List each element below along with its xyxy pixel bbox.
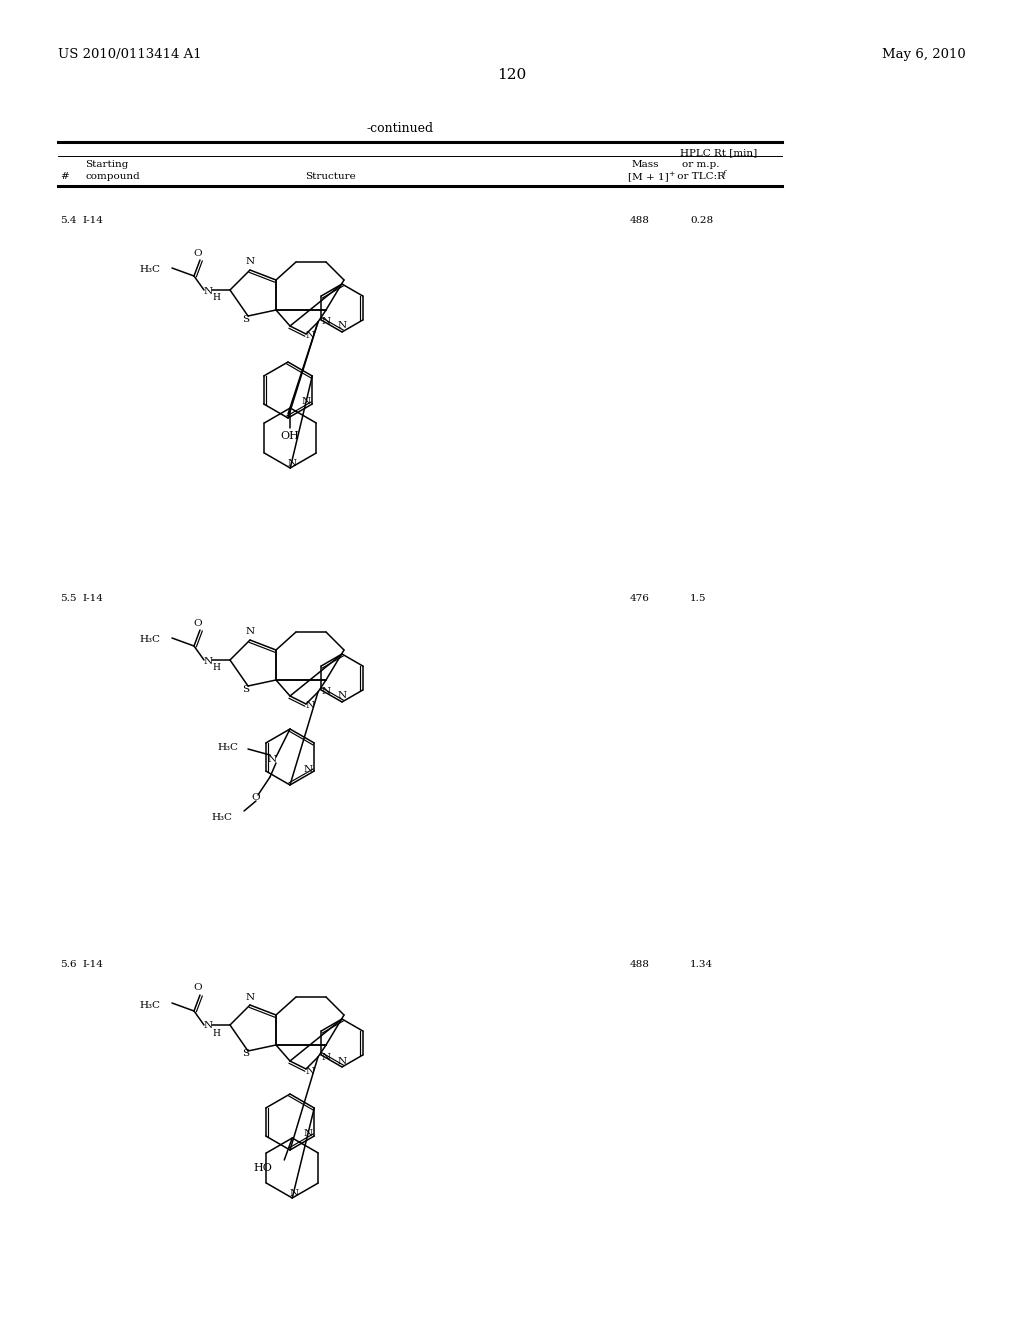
Text: 5.4: 5.4	[60, 216, 77, 224]
Text: I-14: I-14	[82, 594, 102, 603]
Text: S: S	[243, 314, 250, 323]
Text: N: N	[302, 397, 311, 407]
Text: 5.6: 5.6	[60, 960, 77, 969]
Text: N: N	[322, 688, 331, 697]
Text: US 2010/0113414 A1: US 2010/0113414 A1	[58, 48, 202, 61]
Text: Starting: Starting	[85, 160, 128, 169]
Text: HO: HO	[253, 1163, 272, 1173]
Text: N: N	[246, 627, 255, 636]
Text: compound: compound	[85, 172, 139, 181]
Text: O: O	[194, 248, 203, 257]
Text: f: f	[722, 170, 725, 178]
Text: H₃C: H₃C	[217, 742, 238, 751]
Text: N: N	[288, 459, 297, 469]
Text: N: N	[305, 701, 314, 710]
Text: or TLC:R: or TLC:R	[674, 172, 725, 181]
Text: or m.p.: or m.p.	[682, 160, 720, 169]
Text: May 6, 2010: May 6, 2010	[883, 48, 966, 61]
Text: H: H	[212, 1028, 220, 1038]
Text: I-14: I-14	[82, 960, 102, 969]
Text: H: H	[212, 293, 220, 302]
Text: N: N	[246, 993, 255, 1002]
Text: N: N	[204, 286, 213, 296]
Text: HPLC Rt [min]: HPLC Rt [min]	[680, 148, 758, 157]
Text: H: H	[212, 664, 220, 672]
Text: -continued: -continued	[367, 121, 433, 135]
Text: H₃C: H₃C	[139, 265, 160, 275]
Text: N: N	[322, 1052, 331, 1061]
Text: 120: 120	[498, 69, 526, 82]
Text: H₃C: H₃C	[139, 1001, 160, 1010]
Text: N: N	[322, 318, 331, 326]
Text: N: N	[267, 755, 276, 763]
Text: 1.34: 1.34	[690, 960, 713, 969]
Text: 0.28: 0.28	[690, 216, 713, 224]
Text: +: +	[668, 170, 675, 178]
Text: H₃C: H₃C	[139, 635, 160, 644]
Text: N: N	[338, 1056, 346, 1065]
Text: S: S	[243, 1049, 250, 1059]
Text: N: N	[290, 1189, 299, 1199]
Text: N: N	[305, 1067, 314, 1076]
Text: N: N	[305, 331, 314, 341]
Text: 488: 488	[630, 960, 650, 969]
Text: N: N	[246, 257, 255, 267]
Text: N: N	[338, 322, 346, 330]
Text: O: O	[194, 619, 203, 627]
Text: 1.5: 1.5	[690, 594, 707, 603]
Text: 488: 488	[630, 216, 650, 224]
Text: N: N	[304, 1130, 312, 1138]
Text: O: O	[194, 983, 203, 993]
Text: H₃C: H₃C	[211, 813, 232, 821]
Text: S: S	[243, 685, 250, 693]
Text: #: #	[60, 172, 69, 181]
Text: O: O	[252, 792, 260, 801]
Text: [M + 1]: [M + 1]	[628, 172, 669, 181]
Text: Mass: Mass	[632, 160, 659, 169]
Text: N: N	[204, 1022, 213, 1031]
Text: 5.5: 5.5	[60, 594, 77, 603]
Text: I-14: I-14	[82, 216, 102, 224]
Text: Structure: Structure	[304, 172, 355, 181]
Text: 476: 476	[630, 594, 650, 603]
Text: N: N	[204, 656, 213, 665]
Text: OH: OH	[281, 432, 300, 441]
Text: N: N	[338, 692, 346, 701]
Text: N: N	[304, 764, 312, 774]
